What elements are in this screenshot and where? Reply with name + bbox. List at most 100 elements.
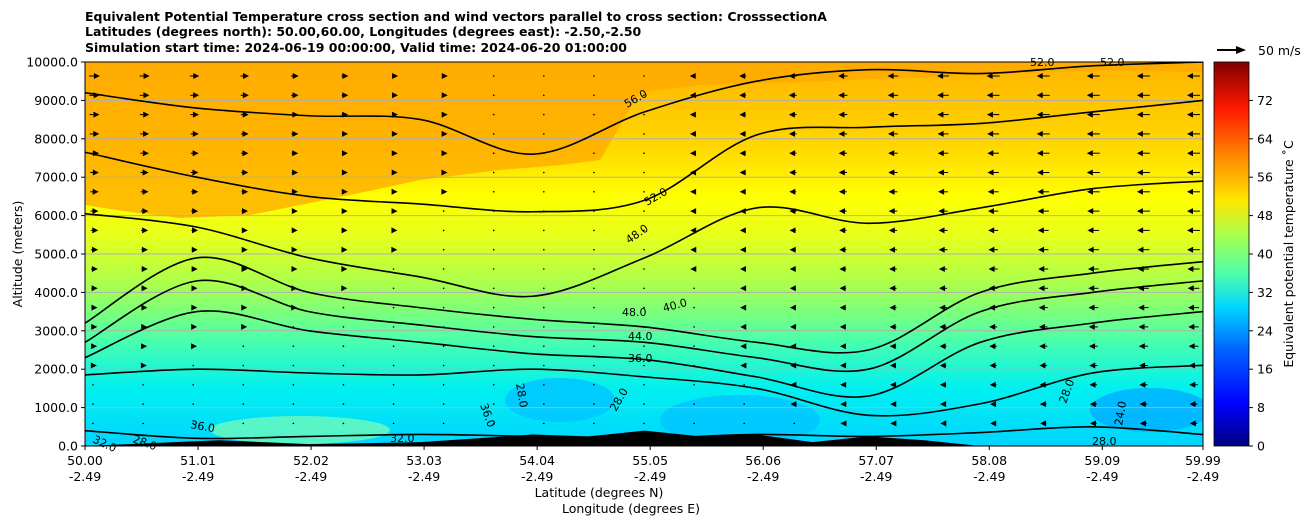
wind-vector — [442, 384, 445, 386]
wind-vector-head — [938, 188, 945, 195]
wind-vector-head — [1037, 188, 1044, 195]
wind-vector-head — [192, 169, 199, 176]
wind-vector-head — [938, 246, 945, 253]
wind-vector-head — [989, 362, 996, 369]
wind-vector-head — [142, 208, 149, 215]
wind-vector — [442, 268, 445, 270]
wind-vector — [593, 210, 595, 212]
wind-vector — [543, 403, 545, 405]
wind-vector-head — [1187, 92, 1193, 99]
wind-vector — [693, 326, 695, 328]
wind-vector-head — [192, 130, 199, 137]
wind-vector-head — [391, 188, 398, 195]
wind-vector-head — [92, 227, 99, 234]
wind-vector — [643, 384, 645, 386]
wind-vector-head — [788, 111, 795, 118]
wind-vector-head — [242, 92, 249, 99]
wind-vector-head — [291, 285, 298, 292]
wind-vector-head — [790, 323, 797, 330]
wind-vector-head — [242, 73, 249, 79]
wind-vector — [643, 210, 645, 212]
wind-vector-head — [1038, 304, 1045, 311]
wind-vector — [242, 422, 245, 425]
wind-vector-head — [341, 227, 348, 234]
wind-vector-head — [292, 111, 299, 118]
wind-vector-head — [341, 266, 348, 272]
wind-vector-head — [1187, 227, 1193, 234]
wind-vector — [593, 268, 595, 270]
wind-vector — [543, 171, 545, 174]
wind-vector-head — [143, 73, 150, 79]
wind-vector — [442, 306, 445, 309]
warm-region — [85, 62, 1203, 218]
wind-vector-head — [91, 266, 98, 272]
wind-vectors — [89, 73, 1200, 427]
wind-vector — [342, 384, 345, 386]
wind-vector-head — [1187, 208, 1193, 215]
wind-vector — [492, 113, 495, 116]
chart-title-line-1: Equivalent Potential Temperature cross s… — [85, 9, 827, 24]
x-tick-label-lon: -2.49 — [521, 469, 553, 484]
wind-vector-head — [391, 169, 398, 176]
wind-vector-head — [740, 323, 747, 330]
wind-vector-head — [838, 150, 845, 157]
x-tick-label-lat: 59.99 — [1185, 453, 1221, 468]
wind-vector — [543, 152, 545, 154]
x-tick-label-lon: -2.49 — [69, 469, 101, 484]
wind-vector-head — [1138, 323, 1145, 330]
wind-vector-head — [292, 73, 299, 79]
wind-vector-head — [191, 246, 198, 253]
wind-vector — [242, 345, 245, 348]
wind-vector — [593, 384, 595, 386]
wind-vector — [593, 248, 595, 251]
wind-vector-head — [789, 169, 796, 176]
wind-vector-head — [739, 111, 746, 118]
wind-vector-head — [291, 188, 298, 195]
wind-vector-head — [1087, 227, 1094, 234]
wind-vector-head — [887, 92, 894, 99]
y-tick-label: 0.0 — [58, 439, 78, 454]
wind-vector — [492, 94, 495, 97]
wind-vector-head — [142, 227, 149, 234]
wind-vector-head — [939, 285, 946, 292]
wind-vector — [392, 403, 395, 405]
wind-vector-head — [1039, 381, 1046, 388]
wind-vector — [242, 403, 245, 405]
wind-vector — [442, 326, 445, 328]
wind-vector-head — [939, 323, 946, 330]
wind-vector — [292, 403, 295, 405]
wind-vector-head — [143, 130, 150, 137]
wind-vector-head — [1088, 285, 1095, 292]
wind-vector — [492, 191, 495, 193]
chart-title-line-3: Simulation start time: 2024-06-19 00:00:… — [85, 40, 627, 55]
wind-vector — [342, 403, 345, 405]
wind-vector — [593, 403, 595, 405]
wind-vector — [693, 306, 695, 309]
wind-vector-head — [790, 401, 797, 408]
wind-vector-head — [143, 92, 150, 99]
wind-vector — [643, 422, 645, 425]
wind-vector-head — [1187, 188, 1193, 195]
wind-vector-head — [789, 246, 796, 253]
wind-vector — [543, 210, 545, 212]
wind-vector-head — [889, 362, 896, 369]
wind-vector — [342, 326, 345, 328]
cool-pocket — [1090, 388, 1203, 432]
plot-area — [85, 62, 1203, 446]
wind-vector-head — [1137, 246, 1144, 253]
wind-vector-head — [1039, 343, 1046, 350]
wind-vector-head — [1136, 130, 1143, 137]
wind-vector-head — [1039, 362, 1046, 369]
colorbar-tick-label: 24 — [1257, 323, 1273, 338]
wind-vector — [643, 248, 645, 251]
wind-vector-head — [1089, 362, 1096, 369]
wind-vector-head — [1136, 92, 1143, 99]
wind-vector-head — [840, 362, 847, 369]
x-tick-label-lon: -2.49 — [747, 469, 779, 484]
wind-vector-head — [191, 227, 198, 234]
wind-vector — [643, 75, 645, 77]
wind-vector-head — [341, 150, 348, 157]
wind-vector-head — [1087, 266, 1094, 272]
wind-vector-head — [1138, 304, 1145, 311]
